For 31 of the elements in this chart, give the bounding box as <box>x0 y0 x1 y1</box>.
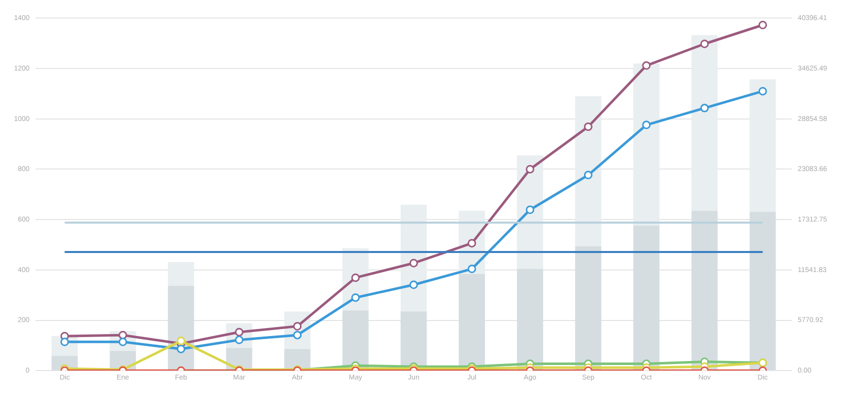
point <box>468 238 476 248</box>
point <box>118 330 128 340</box>
bar <box>691 210 718 370</box>
point <box>176 344 186 354</box>
bar <box>575 246 602 370</box>
point <box>526 164 534 174</box>
point <box>293 330 302 340</box>
point <box>293 322 302 331</box>
point <box>700 40 709 48</box>
point <box>468 264 476 274</box>
bar <box>750 212 776 370</box>
point <box>700 104 709 112</box>
point <box>758 86 767 96</box>
point <box>642 61 651 70</box>
bar <box>633 64 660 226</box>
point <box>758 20 767 30</box>
bar <box>575 96 602 246</box>
point <box>409 280 418 290</box>
bar <box>691 35 718 211</box>
point <box>584 122 592 131</box>
bar <box>633 226 660 370</box>
bar <box>750 79 776 212</box>
point <box>584 170 592 180</box>
point <box>409 258 418 268</box>
point <box>351 273 360 282</box>
point <box>526 206 534 214</box>
point <box>176 336 186 346</box>
point <box>351 293 360 302</box>
bar <box>516 268 544 370</box>
bar <box>168 262 194 286</box>
point <box>642 120 651 130</box>
